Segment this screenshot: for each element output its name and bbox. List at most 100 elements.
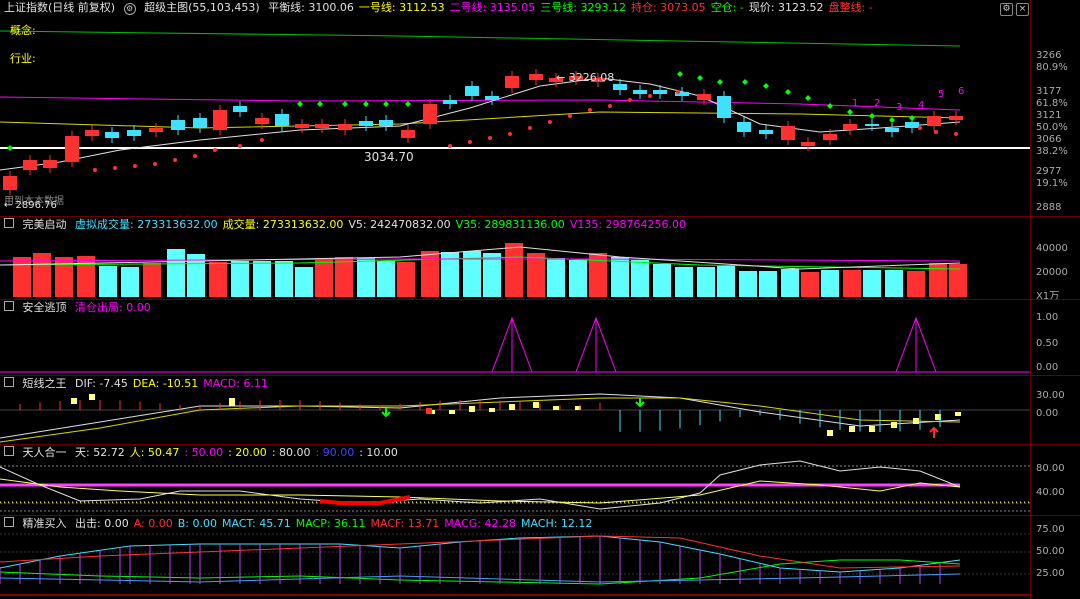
support-price-label: 3034.70 (364, 150, 414, 164)
axis-label: 19.1% (1036, 178, 1068, 189)
pane-divider (0, 299, 1080, 300)
industry-label: 行业: (10, 52, 36, 65)
axis-label: 80.9% (1036, 62, 1068, 73)
settings-icon[interactable] (4, 301, 14, 311)
macd-candle (469, 406, 475, 412)
candle (127, 130, 141, 136)
candle (338, 124, 352, 130)
volume-bar (739, 271, 757, 297)
candle (85, 130, 99, 136)
buy-values: 出击: 0.00 A: 0.00 B: 0.00 MACT: 45.71 MACP: 3… (75, 517, 597, 530)
indicator-value: 虚拟成交量: 273313632.00 (75, 218, 218, 231)
candle (105, 132, 119, 138)
candle (613, 84, 627, 90)
bottom-hint: 用到本本数据 (4, 196, 64, 207)
candle (717, 96, 731, 118)
wave-number-label: 5 (938, 89, 945, 100)
tianren-title[interactable]: 天人合一 (22, 446, 67, 459)
macd-title[interactable]: 短线之王 (22, 377, 67, 390)
volume-title[interactable]: 完美启动 (22, 218, 67, 231)
settings-icon[interactable]: ⚙ (123, 3, 136, 15)
axis-label: 3266 (1036, 50, 1062, 61)
macd-chart[interactable] (0, 376, 1030, 444)
settings-icon[interactable] (4, 446, 14, 456)
settings-icon[interactable] (4, 377, 14, 387)
axis-label: 50.0% (1036, 122, 1068, 133)
hold-signal-dot (528, 126, 532, 130)
settings-icon[interactable] (4, 218, 14, 228)
empty-signal-dot (805, 95, 811, 101)
tianren-pane[interactable]: 天人合一 天: 52.72 人: 50.47: 50.00: 20.00: 80.… (0, 445, 1080, 515)
candle (927, 116, 941, 126)
volume-bar (949, 264, 967, 297)
candle (3, 176, 17, 190)
volume-bar (863, 270, 881, 297)
empty-signal-dot (763, 83, 769, 89)
axis-label: 30.00 (1036, 390, 1065, 401)
indicator-name[interactable]: 超级主图(55,103,453) (144, 1, 260, 14)
candle (213, 110, 227, 130)
volume-bar (505, 243, 523, 297)
precise-buy-pane[interactable]: 精准买入 出击: 0.00 A: 0.00 B: 0.00 MACT: 45.71 MA… (0, 516, 1080, 599)
volume-bar (253, 261, 271, 297)
volume-pane[interactable]: 完美启动 虚拟成交量: 273313632.00 成交量: 273313632.0… (0, 217, 1080, 302)
macd-candle (71, 398, 77, 404)
axis-label: 38.2% (1036, 146, 1068, 157)
candle (949, 116, 963, 120)
volume-bar (569, 260, 587, 297)
indicator-value: V135: 298764256.00 (569, 218, 687, 231)
axis-label: 61.8% (1036, 98, 1068, 109)
indicator-value: 一号线: 3112.53 (358, 1, 445, 14)
candle (255, 118, 269, 124)
volume-bar (463, 251, 481, 297)
candle (823, 134, 837, 140)
candle (633, 90, 647, 94)
hold-signal-dot (133, 164, 137, 168)
candle (865, 124, 879, 126)
dif-line (0, 393, 961, 439)
empty-signal-dot (717, 79, 723, 85)
settings-button[interactable]: ⚙ (1000, 3, 1013, 16)
pane-divider (0, 375, 1080, 376)
main-indicator-values: 平衡线: 3100.06 一号线: 3112.53 二号线: 3135.05 三号线:… (268, 1, 878, 14)
candlestick-chart[interactable] (0, 0, 1030, 216)
symbol-title[interactable]: 上证指数(日线 前复权) (4, 1, 116, 14)
indicator-value: 持仓: 3073.05 (630, 1, 706, 14)
empty-signal-dot (785, 89, 791, 95)
volume-bar (231, 261, 249, 297)
main-price-pane[interactable]: 上证指数(日线 前复权) ⚙ 超级主图(55,103,453) 平衡线: 310… (0, 0, 1080, 216)
candle (885, 128, 899, 132)
indicator-value: 成交量: 273313632.00 (222, 218, 344, 231)
volume-bar (143, 263, 161, 297)
macd-pane[interactable]: 短线之王 DIF: -7.45 DEA: -10.51 MACD: 6.11 30.… (0, 376, 1080, 444)
safe-escape-pane[interactable]: 安全逃顶 清仓出局: 0.00 1.00 0.50 0.00 (0, 300, 1080, 375)
hold-signal-dot (628, 98, 632, 102)
candle (465, 86, 479, 96)
empty-signal-dot (7, 145, 13, 151)
volume-bar (421, 251, 439, 297)
hold-signal-dot (260, 138, 264, 142)
settings-icon[interactable] (4, 517, 14, 527)
axis-label: 40.00 (1036, 487, 1065, 498)
precise-buy-chart[interactable] (0, 516, 1030, 599)
candle (65, 136, 79, 162)
candle (781, 126, 795, 140)
indicator-value: A: 0.00 (133, 517, 173, 530)
candle (171, 120, 185, 130)
empty-signal-dot (363, 101, 369, 107)
tianren-chart[interactable] (0, 445, 1030, 515)
safe-title[interactable]: 安全逃顶 (22, 301, 67, 314)
candle (295, 124, 309, 128)
volume-bar (121, 267, 139, 297)
volume-header: 完美启动 虚拟成交量: 273313632.00 成交量: 273313632.0… (4, 217, 696, 233)
volume-chart[interactable] (0, 217, 1030, 299)
buy-title[interactable]: 精准买入 (22, 517, 67, 530)
indicator-value: DEA: -10.51 (132, 377, 199, 390)
close-pane-button[interactable]: × (1016, 3, 1029, 16)
indicator-value: V5: 242470832.00 (348, 218, 451, 231)
escape-signal-chart[interactable] (0, 300, 1030, 375)
volume-bar (441, 252, 459, 297)
v5-line (0, 246, 961, 270)
macd-candle (553, 406, 559, 410)
axis-label: 50.00 (1036, 546, 1065, 557)
